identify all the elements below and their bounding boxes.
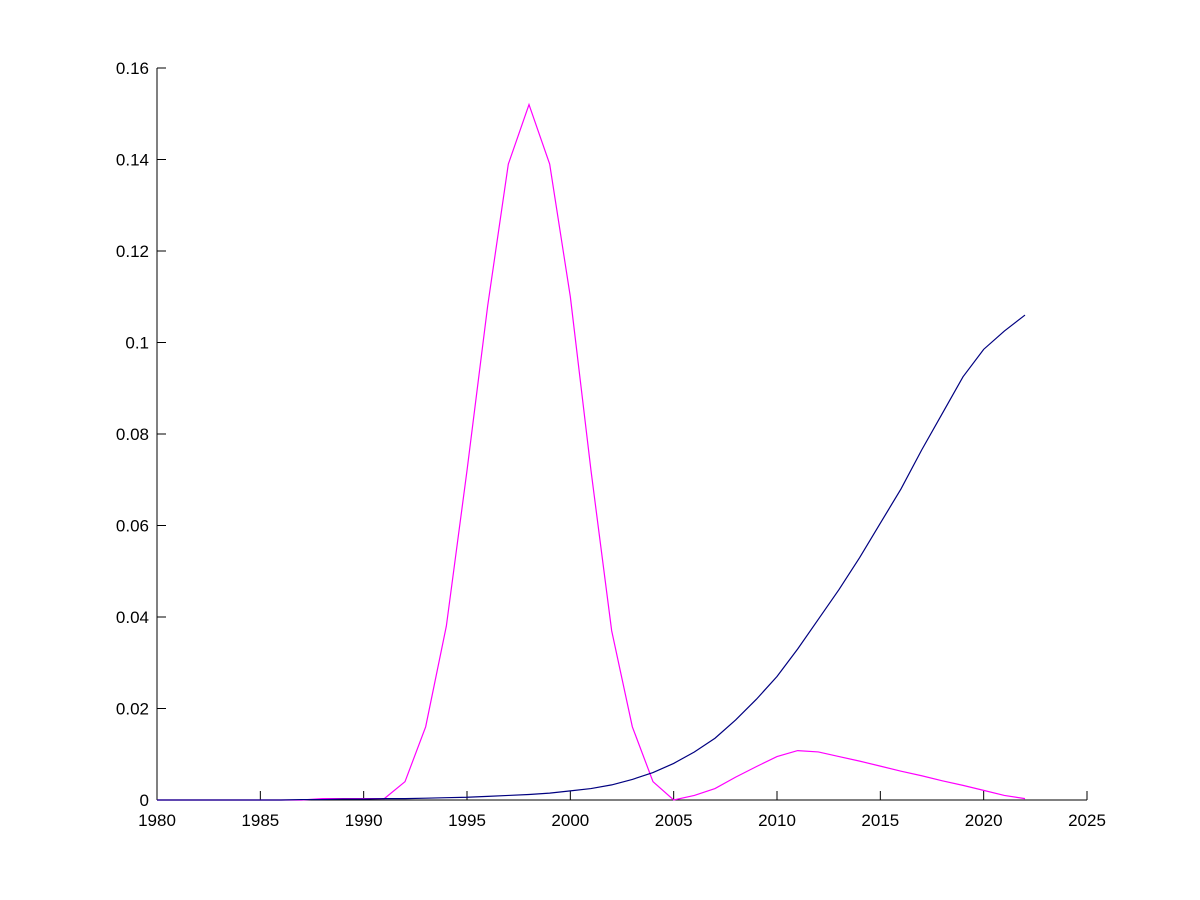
x-tick-label: 1990 xyxy=(345,811,383,830)
y-tick-label: 0.08 xyxy=(116,425,149,444)
x-tick-label: 2025 xyxy=(1068,811,1106,830)
y-tick-label: 0.1 xyxy=(125,334,149,353)
x-tick-label: 2010 xyxy=(758,811,796,830)
y-tick-label: 0.02 xyxy=(116,700,149,719)
y-tick-label: 0.14 xyxy=(116,151,149,170)
x-tick-label: 1995 xyxy=(448,811,486,830)
x-tick-label: 2005 xyxy=(655,811,693,830)
x-tick-label: 2000 xyxy=(551,811,589,830)
series-line xyxy=(157,102,1026,801)
x-tick-label: 1980 xyxy=(138,811,176,830)
x-tick-label: 2015 xyxy=(861,811,899,830)
x-tick-label: 2020 xyxy=(965,811,1003,830)
x-tick-label: 1985 xyxy=(241,811,279,830)
y-tick-label: 0.04 xyxy=(116,608,149,627)
y-tick-label: 0 xyxy=(140,791,149,810)
series-line xyxy=(157,314,1026,801)
y-tick-label: 0.12 xyxy=(116,242,149,261)
y-tick-label: 0.16 xyxy=(116,59,149,78)
y-tick-label: 0.06 xyxy=(116,517,149,536)
